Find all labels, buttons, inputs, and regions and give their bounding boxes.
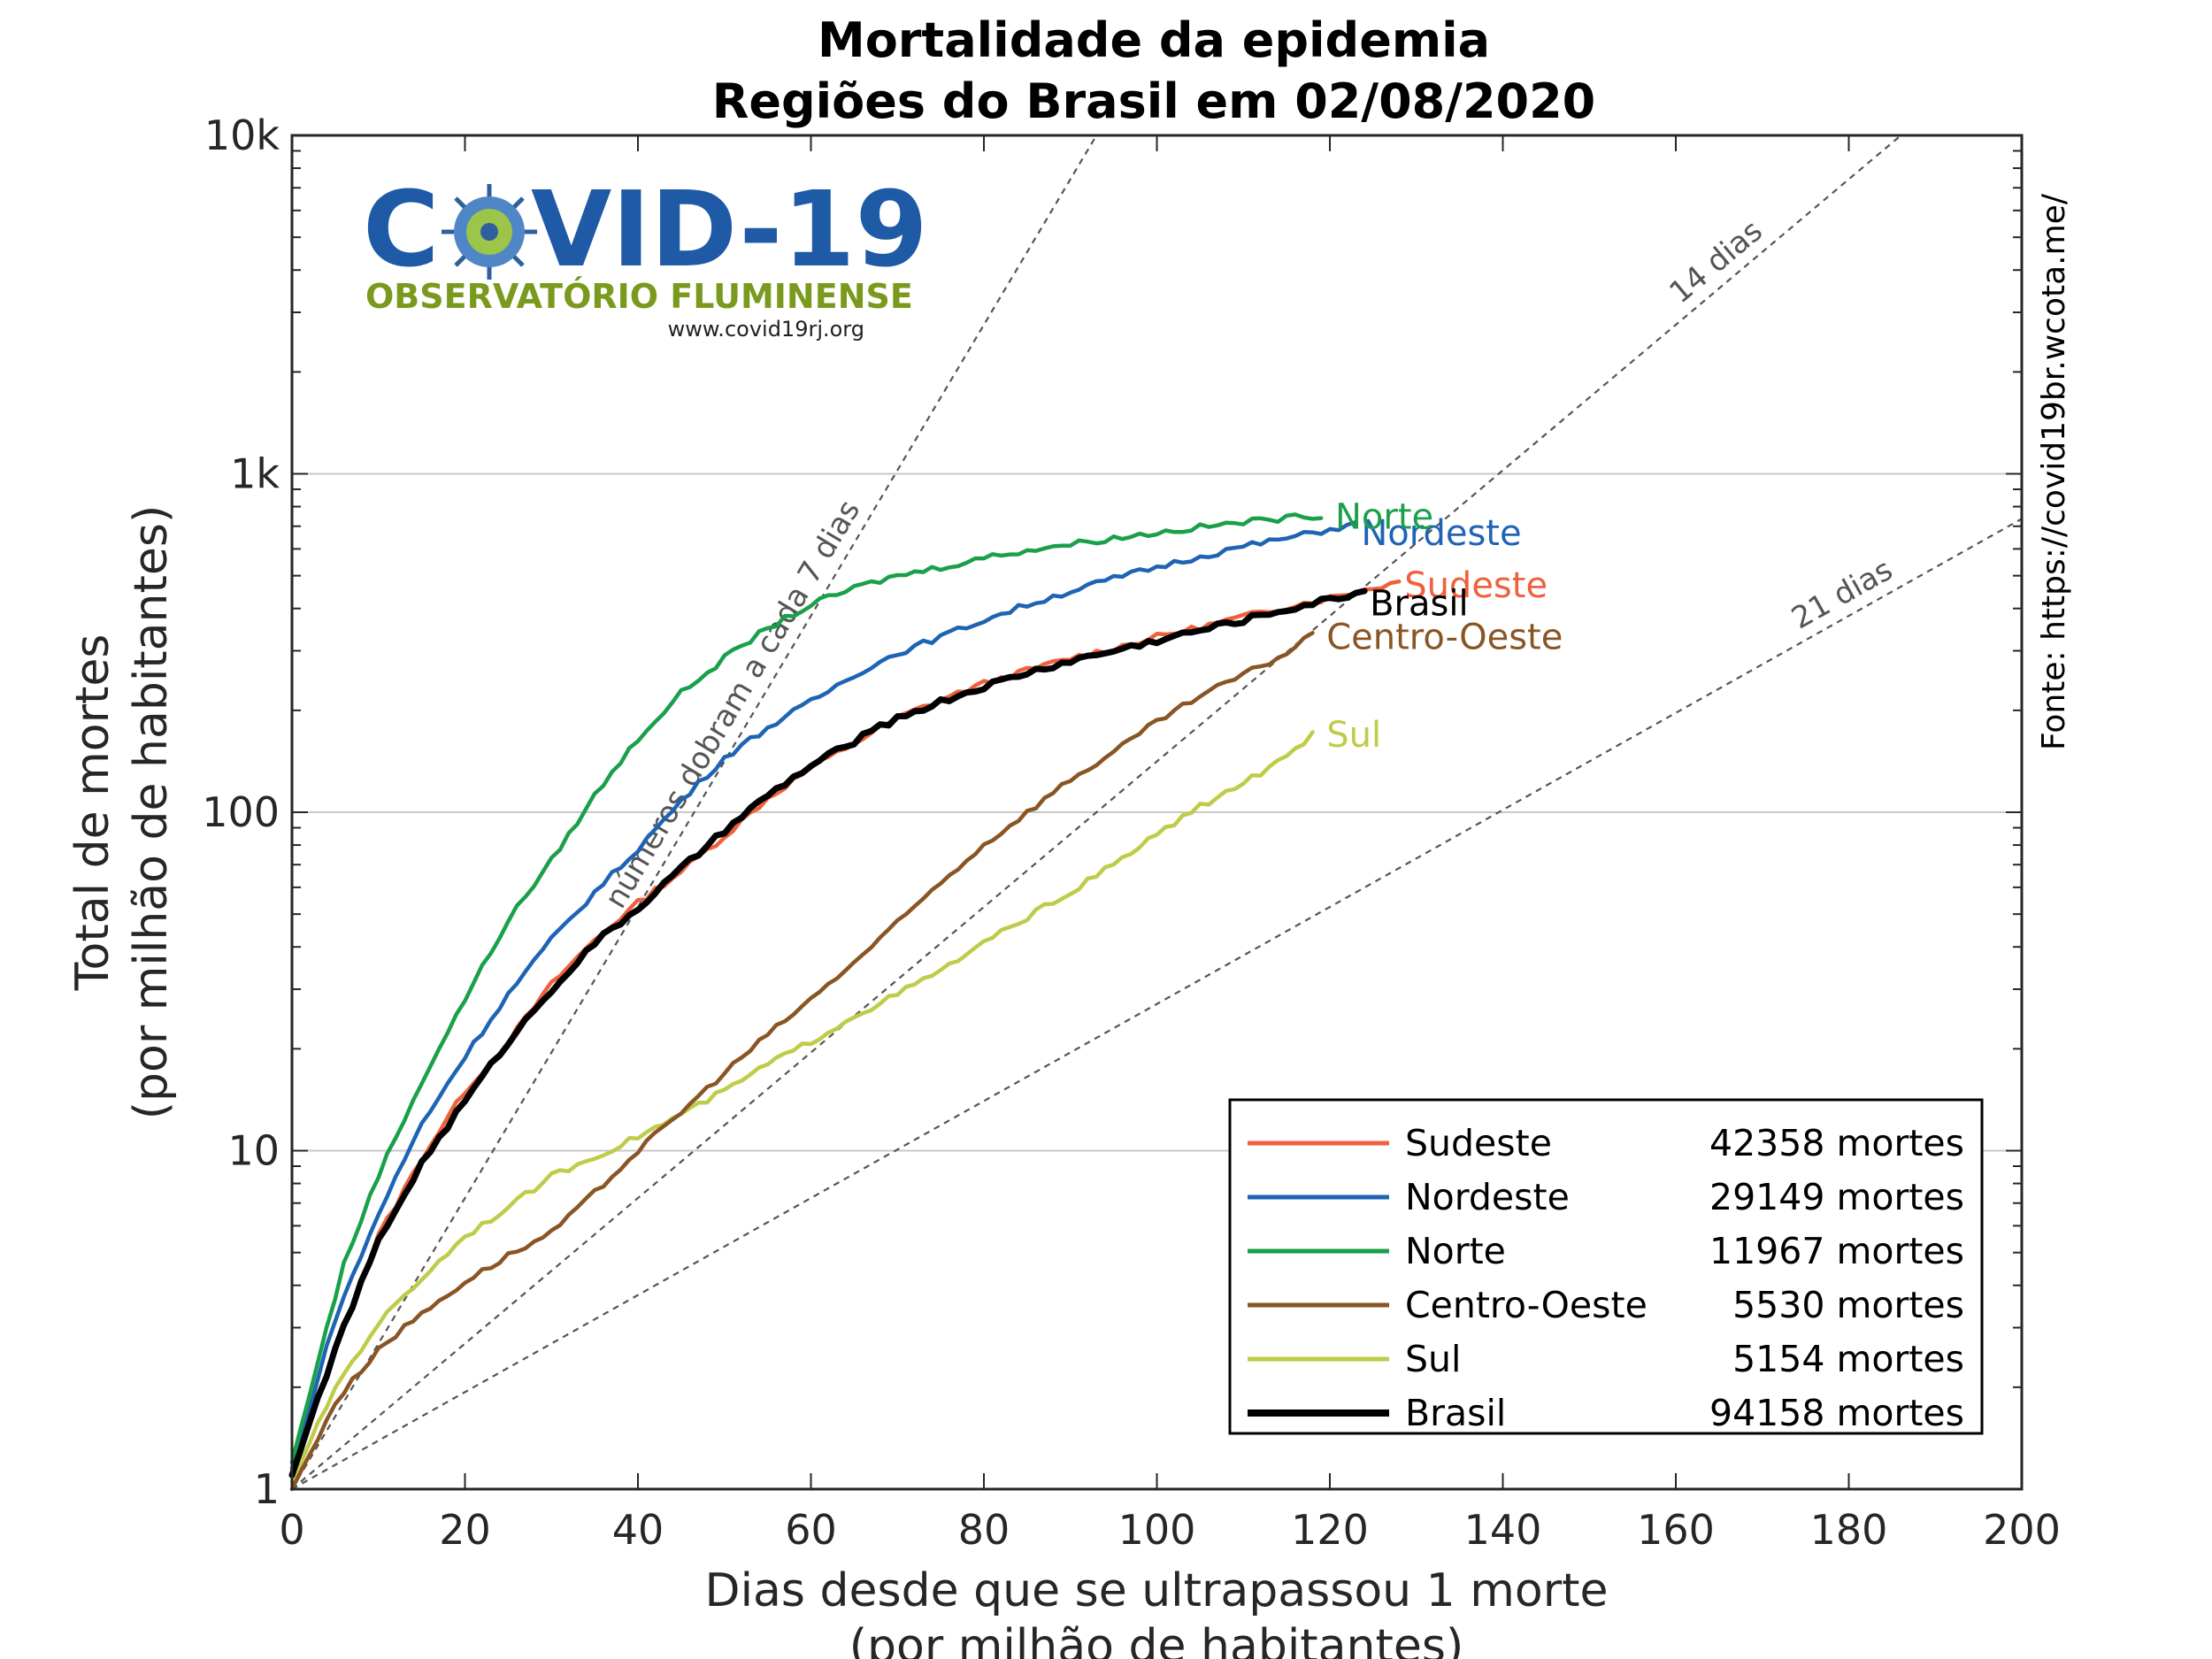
- y-tick-label-4: 10k: [204, 111, 280, 159]
- series-end-label-sul: Sul: [1326, 715, 1381, 756]
- legend-name-norte: Norte: [1405, 1230, 1506, 1272]
- series-lines: [288, 512, 1402, 1492]
- legend-count-centro-oeste: 5530 mortes: [1732, 1284, 1964, 1326]
- x-tick-label-10: 200: [1983, 1506, 2061, 1554]
- x-tick-label-0: 0: [279, 1506, 304, 1554]
- legend-count-sudeste: 42358 mortes: [1709, 1122, 1964, 1164]
- x-tick-label-7: 140: [1464, 1506, 1542, 1554]
- legend-count-nordeste: 29149 mortes: [1709, 1176, 1964, 1218]
- logo-url: www.covid19rj.org: [668, 317, 864, 342]
- legend-name-nordeste: Nordeste: [1405, 1176, 1570, 1218]
- series-end-label-brasil: Brasil: [1370, 584, 1468, 625]
- y-axis-label-line-2: (por milhão de habitantes): [125, 505, 178, 1120]
- y-tick-label-1: 10: [227, 1127, 280, 1175]
- x-tick-label-6: 120: [1291, 1506, 1369, 1554]
- x-tick-label-1: 20: [439, 1506, 491, 1554]
- series-end-label-norte: Norte: [1335, 496, 1433, 537]
- logo-title-right: VID-19: [531, 168, 928, 290]
- reference-line-7-days: [291, 134, 1098, 1490]
- y-tick-label-2: 100: [202, 788, 280, 836]
- legend-name-brasil: Brasil: [1405, 1392, 1506, 1434]
- logo-subtitle: OBSERVATÓRIO FLUMINENSE: [365, 277, 913, 316]
- x-tick-label-9: 180: [1810, 1506, 1888, 1554]
- legend-box: [1228, 1098, 1984, 1435]
- source-label: Fonte: https://covid19br.wcota.me/: [2036, 193, 2072, 750]
- series-end-label-centro-oeste: Centro-Oeste: [1326, 618, 1563, 658]
- legend: Sudeste 42358 mortes Nordeste 29149 mortes N…: [1228, 1098, 1984, 1435]
- series-line-brasil: [288, 588, 1368, 1479]
- reference-line-21-days: [291, 518, 2023, 1490]
- legend-count-norte: 11967 mortes: [1709, 1230, 1964, 1272]
- legend-name-sudeste: Sudeste: [1405, 1122, 1552, 1164]
- x-tick-label-4: 80: [958, 1506, 1010, 1554]
- x-tick-label-8: 160: [1637, 1506, 1715, 1554]
- axis-ticks: 1 10 100 1k 10k 0 20 40 60 80 100 120 140 160 180 200: [202, 111, 2061, 1554]
- x-axis-label-line-2: (por milhão de habitantes): [849, 1620, 1464, 1659]
- series-line-sul: [289, 730, 1315, 1485]
- x-axis-label-line-1: Dias desde que se ultrapassou 1 morte: [705, 1564, 1609, 1617]
- chart-title-line-1: Mortalidade da epidemia: [818, 12, 1490, 68]
- legend-count-sul: 5154 mortes: [1732, 1338, 1964, 1380]
- x-tick-label-2: 40: [612, 1506, 664, 1554]
- x-tick-label-5: 100: [1118, 1506, 1196, 1554]
- legend-count-brasil: 94158 mortes: [1709, 1392, 1964, 1434]
- series-line-norte: [289, 512, 1324, 1464]
- y-axis-label-line-1: Total de mortes: [66, 634, 119, 992]
- legend-name-sul: Sul: [1405, 1338, 1461, 1380]
- legend-name-centro-oeste: Centro-Oeste: [1405, 1284, 1647, 1326]
- chart-title-line-2: Regiões do Brasil em 02/08/2020: [712, 73, 1596, 129]
- y-tick-label-3: 1k: [230, 450, 280, 498]
- series-end-label-nordeste: Nordeste: [1361, 513, 1521, 554]
- x-tick-label-3: 60: [785, 1506, 837, 1554]
- virus-icon: [442, 184, 537, 280]
- y-tick-label-0: 1: [254, 1465, 280, 1513]
- series-end-label-sudeste: Sudeste: [1404, 565, 1548, 606]
- logo: C VID-19 OBSERVATÓRIO FLUMINENSE www.cov…: [363, 168, 928, 342]
- reference-line-14-days: [291, 134, 1902, 1490]
- logo-title-left: C: [363, 168, 440, 290]
- series-line-centro-oeste: [289, 631, 1315, 1492]
- series-line-nordeste: [289, 519, 1358, 1471]
